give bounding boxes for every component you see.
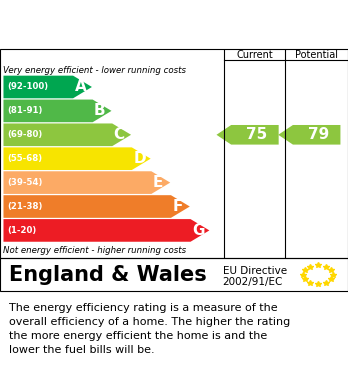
Text: Current: Current: [237, 50, 273, 60]
Text: Energy Efficiency Rating: Energy Efficiency Rating: [9, 23, 238, 41]
Text: C: C: [113, 127, 125, 142]
Text: 75: 75: [246, 127, 267, 142]
Polygon shape: [3, 219, 209, 242]
Text: Not energy efficient - higher running costs: Not energy efficient - higher running co…: [3, 246, 187, 255]
Text: The energy efficiency rating is a measure of the
overall efficiency of a home. T: The energy efficiency rating is a measur…: [9, 303, 290, 355]
Text: E: E: [153, 175, 163, 190]
Polygon shape: [3, 75, 92, 98]
Text: 79: 79: [308, 127, 329, 142]
Polygon shape: [278, 125, 340, 145]
Text: D: D: [133, 151, 146, 166]
Text: A: A: [74, 79, 86, 95]
Polygon shape: [3, 124, 131, 146]
Text: G: G: [192, 223, 204, 238]
Text: (92-100): (92-100): [8, 83, 49, 91]
Text: (69-80): (69-80): [8, 130, 43, 139]
Polygon shape: [3, 171, 170, 194]
Text: (55-68): (55-68): [8, 154, 43, 163]
Text: F: F: [172, 199, 183, 214]
Polygon shape: [3, 147, 151, 170]
Text: England & Wales: England & Wales: [9, 265, 206, 285]
Polygon shape: [3, 100, 111, 122]
Text: Potential: Potential: [295, 50, 338, 60]
Text: B: B: [94, 103, 106, 118]
Polygon shape: [3, 195, 190, 218]
Text: (21-38): (21-38): [8, 202, 43, 211]
Text: 2002/91/EC: 2002/91/EC: [223, 277, 283, 287]
Polygon shape: [216, 125, 279, 145]
Text: (39-54): (39-54): [8, 178, 43, 187]
Text: (1-20): (1-20): [8, 226, 37, 235]
Text: EU Directive: EU Directive: [223, 266, 287, 276]
Text: (81-91): (81-91): [8, 106, 43, 115]
Text: Very energy efficient - lower running costs: Very energy efficient - lower running co…: [3, 66, 187, 75]
